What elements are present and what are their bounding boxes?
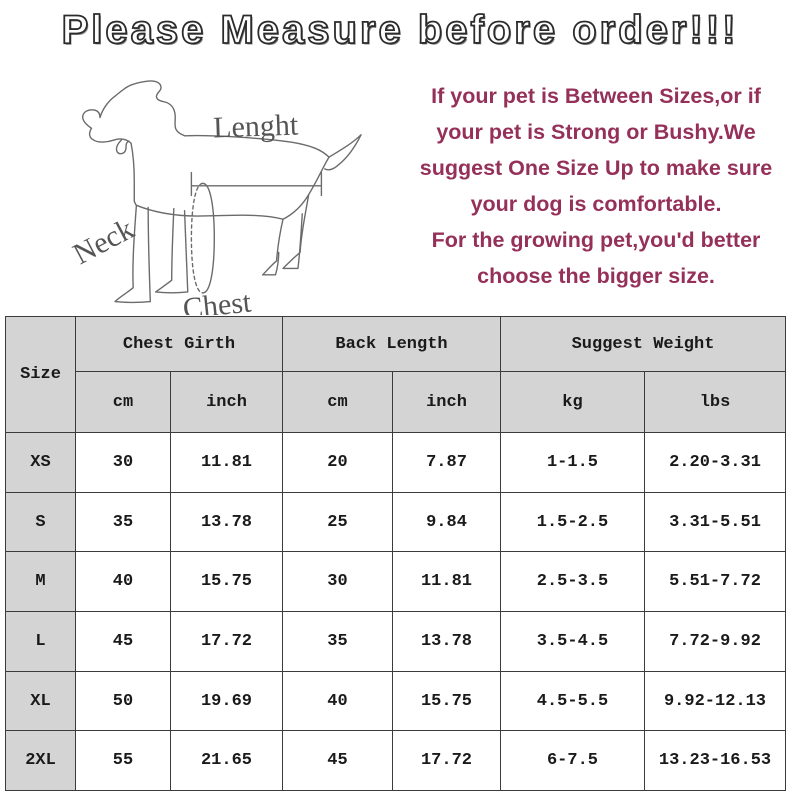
svg-text:Chest: Chest	[181, 286, 253, 315]
svg-text:Neck: Neck	[68, 212, 139, 271]
svg-text:Lenght: Lenght	[213, 109, 300, 145]
